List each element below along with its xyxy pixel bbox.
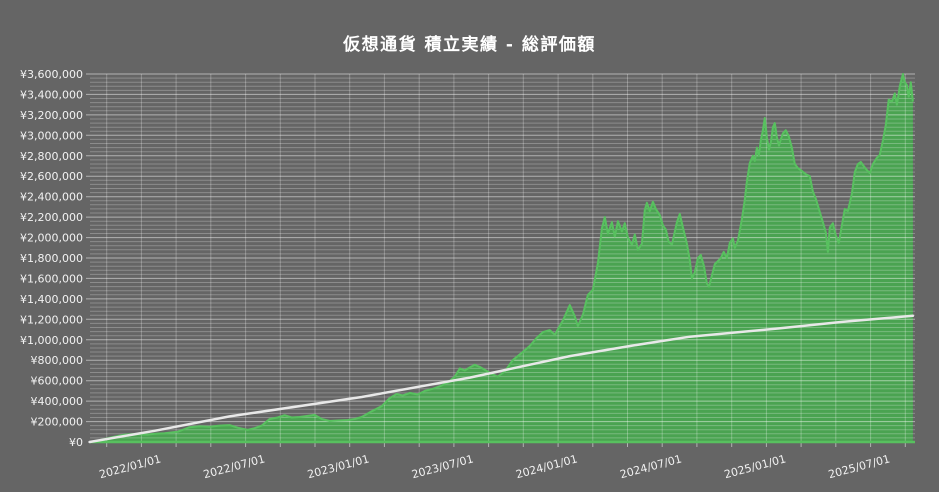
x-axis-tick-label: 2025/07/01 xyxy=(827,452,892,481)
y-axis-tick-label: ¥2,600,000 xyxy=(20,170,83,183)
y-axis-tick-label: ¥400,000 xyxy=(31,395,84,408)
x-axis-labels: 2022/01/01 2022/07/01 2023/01/01 2023/07/01… xyxy=(98,452,892,481)
y-axis-tick-label: ¥1,600,000 xyxy=(20,272,83,285)
y-axis-tick-label: ¥200,000 xyxy=(31,416,84,429)
x-axis-tick-label: 2024/07/01 xyxy=(619,452,684,481)
x-axis-tick-label: 2023/07/01 xyxy=(410,452,475,481)
y-axis-tick-label: ¥0 xyxy=(69,436,83,449)
x-axis-tick-label: 2023/01/01 xyxy=(306,452,371,481)
chart-title: 仮想通貨 積立実績 - 総評価額 xyxy=(343,35,596,55)
y-axis-tick-label: ¥2,400,000 xyxy=(20,191,83,204)
y-axis-tick-label: ¥1,400,000 xyxy=(20,293,83,306)
x-axis-tick-label: 2024/01/01 xyxy=(514,452,579,481)
y-axis-tick-label: ¥1,200,000 xyxy=(20,313,83,326)
y-axis-tick-label: ¥600,000 xyxy=(31,375,84,388)
y-axis-tick-label: ¥2,200,000 xyxy=(20,211,83,224)
grid-layer xyxy=(86,73,915,447)
valuation-area-edge xyxy=(89,73,914,443)
y-axis-tick-label: ¥1,800,000 xyxy=(20,252,83,265)
y-axis-tick-label: ¥3,200,000 xyxy=(20,109,83,122)
y-axis-labels: ¥0 ¥200,000 ¥400,000 ¥600,000 ¥800,000 ¥1,000… xyxy=(20,68,83,449)
x-axis-tick-label: 2025/01/01 xyxy=(723,452,788,481)
y-axis-tick-label: ¥2,000,000 xyxy=(20,232,83,245)
y-axis-tick-label: ¥3,600,000 xyxy=(20,68,83,81)
valuation-area xyxy=(89,74,913,442)
y-axis-tick-label: ¥3,000,000 xyxy=(20,129,83,142)
x-axis-tick-label: 2022/01/01 xyxy=(98,452,163,481)
investment-line xyxy=(88,314,915,444)
y-axis-tick-label: ¥3,400,000 xyxy=(20,88,83,101)
y-axis-tick-label: ¥1,000,000 xyxy=(20,334,83,347)
y-axis-tick-label: ¥2,800,000 xyxy=(20,150,83,163)
y-axis-tick-label: ¥800,000 xyxy=(31,354,84,367)
x-axis-tick-label: 2022/07/01 xyxy=(202,452,267,481)
